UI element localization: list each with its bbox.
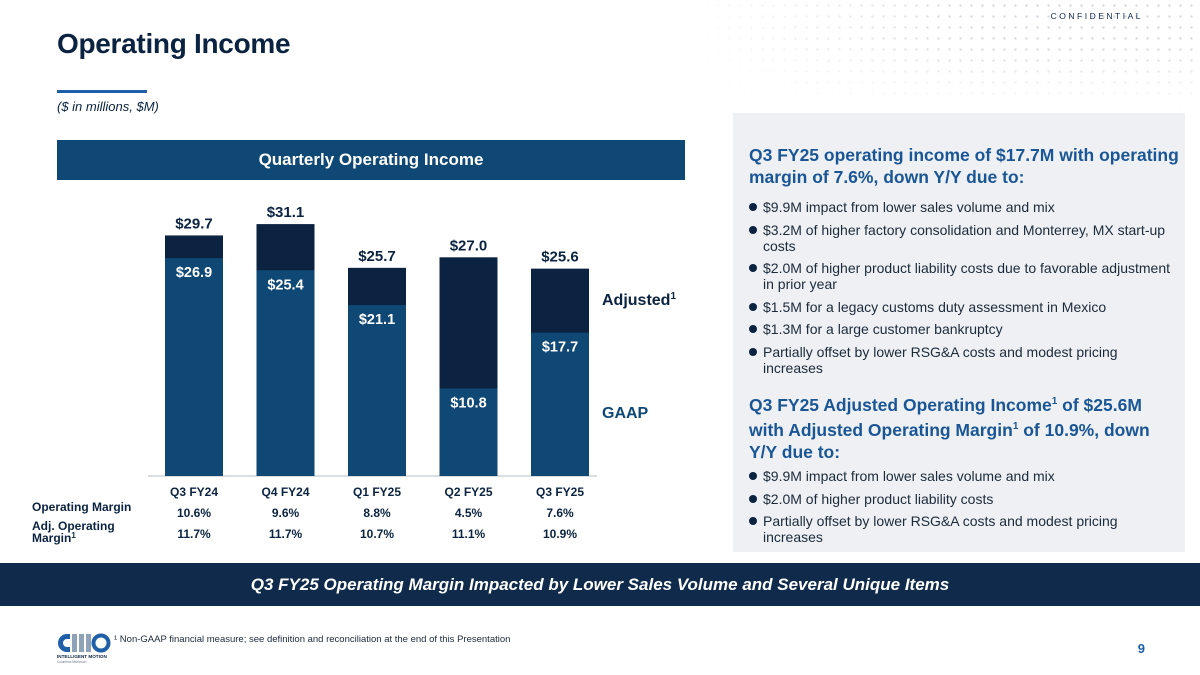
logo-tagline: Columbus McKinnon	[57, 660, 87, 664]
bullet-list-adjusted: $9.9M impact from lower sales volume and…	[749, 468, 1179, 552]
margin-value: 11.7%	[177, 527, 211, 541]
takeaway-banner: Q3 FY25 Operating Margin Impacted by Low…	[0, 563, 1200, 606]
chart-header: Quarterly Operating Income	[57, 140, 685, 180]
category-label: Q4 FY24	[261, 485, 309, 499]
gaap-bar	[348, 305, 406, 476]
footnote: ¹ Non-GAAP financial measure; see defini…	[114, 634, 511, 645]
margin-value: 7.6%	[546, 506, 574, 520]
adjusted-bullet-3: Partially offset by lower RSG&A costs an…	[749, 513, 1179, 545]
units-subtitle: ($ in millions, $M)	[57, 99, 159, 114]
title-underline	[57, 90, 147, 93]
adjusted-data-label: $25.7	[358, 248, 396, 265]
adjusted-bullet-2: $2.0M of higher product liability costs	[749, 491, 1179, 507]
gaap-bullet-3: $2.0M of higher product liability costs …	[749, 260, 1179, 292]
dot-pattern-fade	[680, 0, 1200, 110]
gaap-data-label: $21.1	[359, 312, 395, 328]
gaap-data-label: $25.4	[267, 277, 303, 293]
margin-value: 8.8%	[363, 506, 391, 520]
adjusted-bullet-1: $9.9M impact from lower sales volume and…	[749, 468, 1179, 484]
logo-subtext: INTELLIGENT MOTION	[57, 654, 107, 659]
category-label: Q1 FY25	[353, 485, 401, 499]
margin-value: 11.7%	[269, 527, 303, 541]
adjusted-data-label: $31.1	[267, 204, 305, 221]
adjusted-data-label: $29.7	[175, 215, 213, 232]
gaap-data-label: $10.8	[450, 396, 486, 412]
gaap-bar	[165, 258, 223, 476]
gaap-bullet-5: $1.3M for a large customer bankruptcy	[749, 321, 1179, 337]
gaap-bullet-2: $3.2M of higher factory consolidation an…	[749, 222, 1179, 254]
margin-value: 9.6%	[272, 506, 300, 520]
panel-heading-gaap: Q3 FY25 operating income of $17.7M with …	[749, 145, 1179, 187]
commentary-panel	[733, 113, 1185, 552]
row-label-adj-margin: Adj. Operating	[32, 519, 115, 533]
row-label-adj-margin-line2: Margin1	[32, 531, 76, 545]
margin-value: 11.1%	[452, 527, 486, 541]
bullet-list-gaap: $9.9M impact from lower sales volume and…	[749, 199, 1179, 382]
margin-value: 10.6%	[177, 506, 211, 520]
margin-value: 4.5%	[455, 506, 483, 520]
margin-value: 10.9%	[543, 527, 577, 541]
gaap-bar	[256, 270, 315, 476]
legend-adjusted: Adjusted1	[602, 291, 676, 309]
operating-income-chart: $29.7 $26.9 Q3 FY24 10.6% 11.7% $31.1 $25.4 Q4 …	[32, 204, 676, 545]
page-title: Operating Income	[57, 28, 291, 59]
row-label-operating-margin: Operating Margin	[32, 500, 131, 514]
panel-heading-adjusted: Q3 FY25 Adjusted Operating Income1 of $2…	[749, 394, 1150, 462]
confidential-label: CONFIDENTIAL	[1050, 11, 1143, 21]
adjusted-data-label: $25.6	[541, 249, 579, 266]
gaap-bar	[531, 332, 589, 476]
page-number: 9	[1137, 641, 1145, 656]
adjusted-data-label: $27.0	[450, 237, 488, 254]
category-label: Q2 FY25	[444, 485, 492, 499]
company-logo: INTELLIGENT MOTION Columbus McKinnon	[57, 633, 111, 664]
gaap-data-label: $26.9	[176, 265, 212, 281]
gaap-data-label: $17.7	[542, 340, 578, 356]
category-label: Q3 FY25	[536, 485, 584, 499]
gaap-bullet-1: $9.9M impact from lower sales volume and…	[749, 199, 1179, 215]
gaap-bar	[439, 388, 498, 476]
margin-value: 10.7%	[360, 527, 394, 541]
gaap-bullet-6: Partially offset by lower RSG&A costs an…	[749, 344, 1179, 376]
legend-gaap: GAAP	[602, 405, 649, 422]
category-label: Q3 FY24	[170, 485, 218, 499]
gaap-bullet-4: $1.5M for a legacy customs duty assessme…	[749, 299, 1179, 315]
